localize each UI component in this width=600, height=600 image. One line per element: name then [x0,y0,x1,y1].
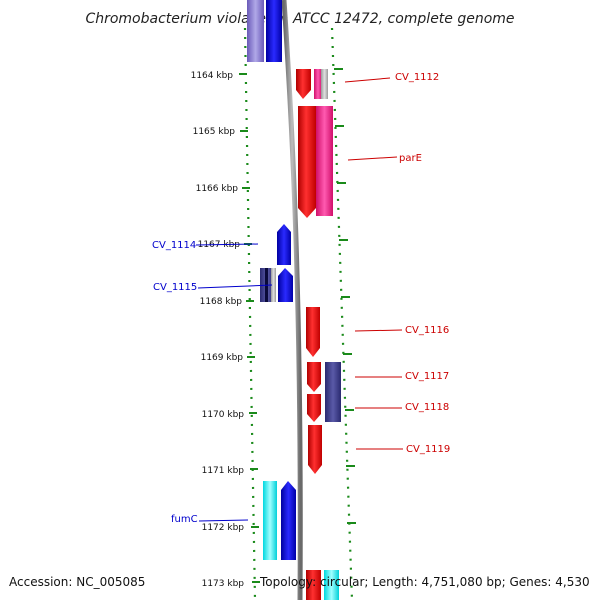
reverse-strand-genes [247,0,296,560]
tick-label: 1166 kbp [196,184,239,194]
genome-backbone [281,0,303,600]
gene-arrow [306,307,320,357]
gene-label: CV_1118 [405,402,449,413]
gene-arrow [271,268,276,302]
gene-label: fumC [171,514,198,525]
gene-arrow [298,106,316,218]
gene-arrow [308,425,322,474]
tick-label: 1165 kbp [193,127,236,137]
gene-arrow [266,0,282,62]
accession-text: Accession: NC_005085 [9,575,145,589]
topology-text: Topology: circular; Length: 4,751,080 bp… [259,575,590,589]
gene-label: CV_1114 [152,240,196,251]
leader-lines [195,77,403,522]
gene-arrow [277,224,291,265]
tick-label: 1171 kbp [202,466,245,476]
tick-label: 1173 kbp [202,579,245,589]
gene-label: CV_1117 [405,371,449,382]
gene-label: CV_1112 [395,72,439,83]
gene-arrow [307,362,321,392]
gene-arrow [321,69,328,99]
gene-arrow [324,570,339,600]
gene-arrow [316,106,333,216]
tick-label: 1172 kbp [202,523,245,533]
gene-arrow [307,394,321,422]
gene-arrow [296,69,311,99]
gene-label: parE [399,153,422,164]
gene-labels-left: CV_1114 CV_1115 fumC [152,240,198,525]
tick-label: 1164 kbp [191,71,234,81]
right-dotted-track [330,27,354,600]
tick-label: 1170 kbp [202,410,245,420]
tick-label: 1169 kbp [201,353,244,363]
gene-arrow [247,0,264,62]
gene-label: CV_1119 [406,444,450,455]
gene-label: CV_1116 [405,325,449,336]
tick-marks [239,27,356,600]
gene-label: CV_1115 [153,282,197,293]
gene-arrow [278,268,293,302]
gene-arrow [263,481,277,560]
tick-label: 1168 kbp [200,297,243,307]
gene-arrow [314,69,322,99]
gene-arrow [325,362,341,422]
map-title: Chromobacterium violaceum ATCC 12472, co… [85,11,514,27]
forward-strand-genes [296,69,341,600]
kbp-labels: 1164 kbp 1165 kbp 1166 kbp 1167 kbp 1168… [191,71,245,589]
gene-arrow [306,570,321,600]
gene-labels-right: CV_1112 parE CV_1116 CV_1117 CV_1118 CV_… [395,72,450,455]
gene-arrow [281,481,296,560]
left-dotted-track [243,27,257,600]
